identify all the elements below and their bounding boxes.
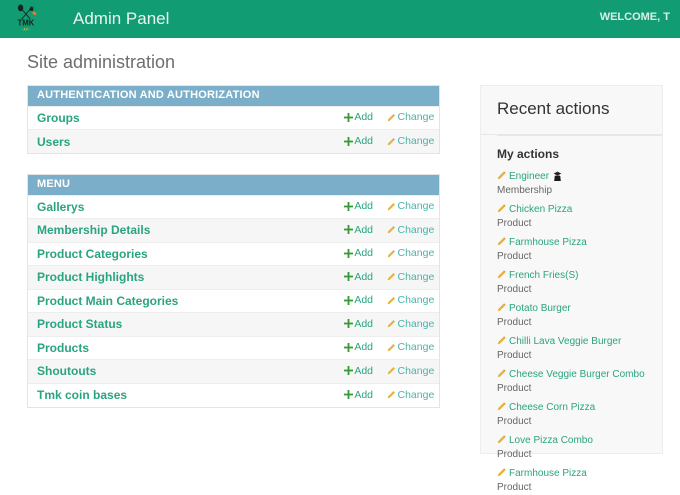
svg-text:TMK: TMK xyxy=(18,19,35,28)
svg-text:CAFE: CAFE xyxy=(20,27,32,31)
